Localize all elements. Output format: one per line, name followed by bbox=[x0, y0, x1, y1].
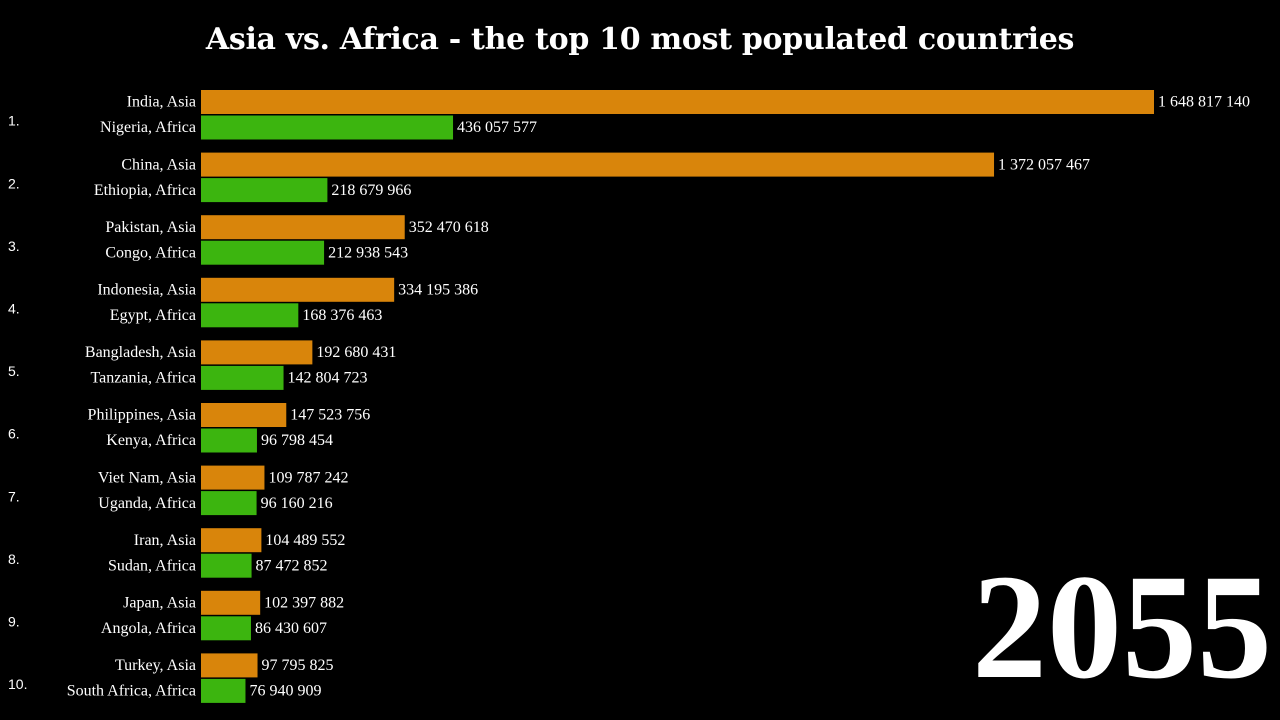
africa-bar bbox=[201, 616, 251, 641]
africa-country-label: Congo, Africa bbox=[105, 244, 196, 261]
africa-bar bbox=[201, 240, 325, 265]
africa-value-label: 86 430 607 bbox=[255, 620, 327, 637]
asia-bar bbox=[201, 152, 995, 177]
asia-value-label: 1 648 817 140 bbox=[1158, 94, 1250, 111]
africa-value-label: 436 057 577 bbox=[457, 119, 537, 136]
africa-country-label: Sudan, Africa bbox=[108, 557, 196, 574]
rank-label: 9. bbox=[8, 614, 20, 630]
africa-bar bbox=[201, 365, 284, 390]
africa-bar bbox=[201, 678, 246, 703]
africa-country-label: Ethiopia, Africa bbox=[94, 182, 196, 199]
asia-country-label: Japan, Asia bbox=[123, 594, 196, 611]
africa-country-label: South Africa, Africa bbox=[67, 683, 196, 700]
africa-value-label: 218 679 966 bbox=[331, 182, 411, 199]
africa-country-label: Kenya, Africa bbox=[106, 432, 196, 449]
rank-label: 2. bbox=[8, 175, 20, 191]
africa-bar bbox=[201, 428, 257, 453]
asia-country-label: India, Asia bbox=[127, 94, 196, 111]
asia-bar bbox=[201, 277, 395, 302]
asia-value-label: 102 397 882 bbox=[264, 594, 344, 611]
rank-label: 6. bbox=[8, 426, 20, 442]
asia-country-label: Turkey, Asia bbox=[115, 657, 196, 674]
africa-country-label: Angola, Africa bbox=[101, 620, 196, 637]
asia-bar bbox=[201, 215, 405, 240]
africa-value-label: 96 798 454 bbox=[261, 432, 333, 449]
africa-bar bbox=[201, 303, 299, 328]
rank-label: 1. bbox=[8, 113, 20, 129]
asia-country-label: China, Asia bbox=[121, 156, 196, 173]
chart-title: Asia vs. Africa - the top 10 most popula… bbox=[205, 22, 1075, 57]
asia-bar bbox=[201, 465, 265, 490]
asia-bar bbox=[201, 403, 287, 427]
asia-value-label: 147 523 756 bbox=[290, 407, 370, 424]
rank-label: 10. bbox=[8, 676, 27, 692]
asia-value-label: 109 787 242 bbox=[268, 469, 348, 486]
africa-value-label: 212 938 543 bbox=[328, 244, 408, 261]
africa-bar bbox=[201, 491, 257, 516]
asia-bar bbox=[201, 340, 313, 365]
asia-value-label: 192 680 431 bbox=[316, 344, 396, 361]
asia-bar bbox=[201, 590, 261, 615]
rank-label: 3. bbox=[8, 238, 20, 254]
africa-value-label: 142 804 723 bbox=[288, 370, 368, 387]
asia-value-label: 1 372 057 467 bbox=[998, 156, 1090, 173]
asia-country-label: Iran, Asia bbox=[134, 532, 196, 549]
rank-label: 4. bbox=[8, 301, 20, 317]
asia-value-label: 352 470 618 bbox=[409, 219, 489, 236]
africa-country-label: Nigeria, Africa bbox=[100, 119, 196, 136]
africa-country-label: Tanzania, Africa bbox=[91, 370, 196, 387]
africa-bar bbox=[201, 553, 252, 578]
africa-bar bbox=[201, 178, 328, 203]
asia-country-label: Viet Nam, Asia bbox=[98, 469, 196, 486]
asia-country-label: Pakistan, Asia bbox=[105, 219, 196, 236]
africa-country-label: Egypt, Africa bbox=[110, 307, 196, 324]
year-label: 2055 bbox=[972, 544, 1272, 710]
asia-country-label: Bangladesh, Asia bbox=[85, 344, 196, 361]
africa-value-label: 76 940 909 bbox=[249, 683, 321, 700]
asia-country-label: Indonesia, Asia bbox=[97, 281, 196, 298]
asia-bar bbox=[201, 90, 1154, 114]
asia-bar bbox=[201, 528, 262, 553]
rank-label: 7. bbox=[8, 488, 20, 504]
asia-value-label: 97 795 825 bbox=[262, 657, 334, 674]
asia-bar bbox=[201, 653, 258, 678]
africa-value-label: 168 376 463 bbox=[302, 307, 382, 324]
africa-value-label: 87 472 852 bbox=[256, 557, 328, 574]
africa-value-label: 96 160 216 bbox=[261, 495, 333, 512]
africa-country-label: Uganda, Africa bbox=[98, 495, 196, 512]
asia-value-label: 334 195 386 bbox=[398, 281, 478, 298]
africa-bar bbox=[201, 115, 454, 140]
asia-country-label: Philippines, Asia bbox=[88, 407, 196, 424]
rank-label: 5. bbox=[8, 363, 20, 379]
asia-value-label: 104 489 552 bbox=[265, 532, 345, 549]
rank-label: 8. bbox=[8, 551, 20, 567]
